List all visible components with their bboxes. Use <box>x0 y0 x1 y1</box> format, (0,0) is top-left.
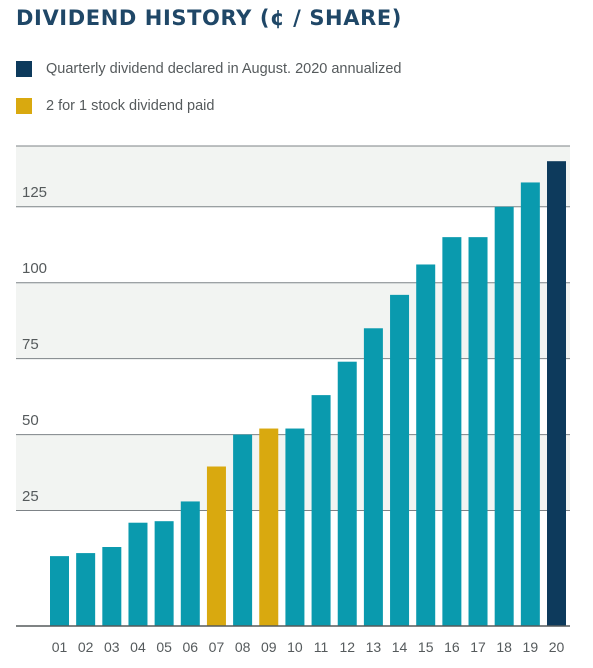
legend-swatch-annualized <box>16 61 32 77</box>
x-tick-label-18: 18 <box>496 639 512 655</box>
y-tick-label-100: 100 <box>22 260 47 277</box>
bar-03 <box>102 547 122 626</box>
bar-20 <box>547 161 566 626</box>
x-tick-label-01: 01 <box>52 639 68 655</box>
x-tick-label-17: 17 <box>470 639 486 655</box>
y-tick-label-50: 50 <box>22 412 39 429</box>
legend-item-annualized: Quarterly dividend declared in August. 2… <box>16 57 402 81</box>
bar-07 <box>206 466 226 626</box>
x-tick-label-04: 04 <box>130 639 146 655</box>
bar-19 <box>520 182 540 627</box>
x-tick-label-07: 07 <box>209 639 225 655</box>
y-tick-label-75: 75 <box>22 336 39 353</box>
legend-label-stock-dividend: 2 for 1 stock dividend paid <box>46 98 215 114</box>
bar-05 <box>154 521 174 626</box>
x-tick-label-12: 12 <box>339 639 355 655</box>
bar-02 <box>76 553 96 626</box>
x-tick-label-10: 10 <box>287 639 303 655</box>
legend: Quarterly dividend declared in August. 2… <box>16 57 402 131</box>
chart-title: DIVIDEND HISTORY (¢ / SHARE) <box>16 6 403 30</box>
x-tick-label-06: 06 <box>183 639 199 655</box>
bar-12 <box>337 361 357 626</box>
x-tick-label-02: 02 <box>78 639 94 655</box>
y-tick-label-25: 25 <box>22 488 39 505</box>
bar-16 <box>442 237 462 627</box>
bar-14 <box>390 294 410 626</box>
x-tick-label-09: 09 <box>261 639 277 655</box>
x-tick-label-20: 20 <box>549 639 565 655</box>
bar-18 <box>494 206 514 626</box>
legend-item-stock-dividend: 2 for 1 stock dividend paid <box>16 94 402 118</box>
x-tick-label-11: 11 <box>314 639 329 655</box>
x-tick-label-03: 03 <box>104 639 120 655</box>
bar-09 <box>259 428 279 626</box>
x-tick-label-08: 08 <box>235 639 251 655</box>
x-tick-label-15: 15 <box>418 639 434 655</box>
bar-01 <box>50 556 69 626</box>
x-tick-label-16: 16 <box>444 639 460 655</box>
y-tick-label-125: 125 <box>22 184 47 201</box>
legend-label-annualized: Quarterly dividend declared in August. 2… <box>46 61 402 77</box>
grid-band <box>16 146 570 207</box>
bar-10 <box>285 428 305 626</box>
bar-17 <box>468 237 488 627</box>
x-tick-label-19: 19 <box>523 639 539 655</box>
x-tick-label-05: 05 <box>156 639 172 655</box>
bar-15 <box>416 264 436 626</box>
bar-06 <box>180 501 200 626</box>
x-tick-label-13: 13 <box>366 639 382 655</box>
bar-13 <box>363 328 383 626</box>
legend-swatch-stock-dividend <box>16 98 32 114</box>
bar-04 <box>128 522 148 626</box>
bar-08 <box>233 434 253 626</box>
x-tick-label-14: 14 <box>392 639 408 655</box>
bar-11 <box>311 395 331 626</box>
